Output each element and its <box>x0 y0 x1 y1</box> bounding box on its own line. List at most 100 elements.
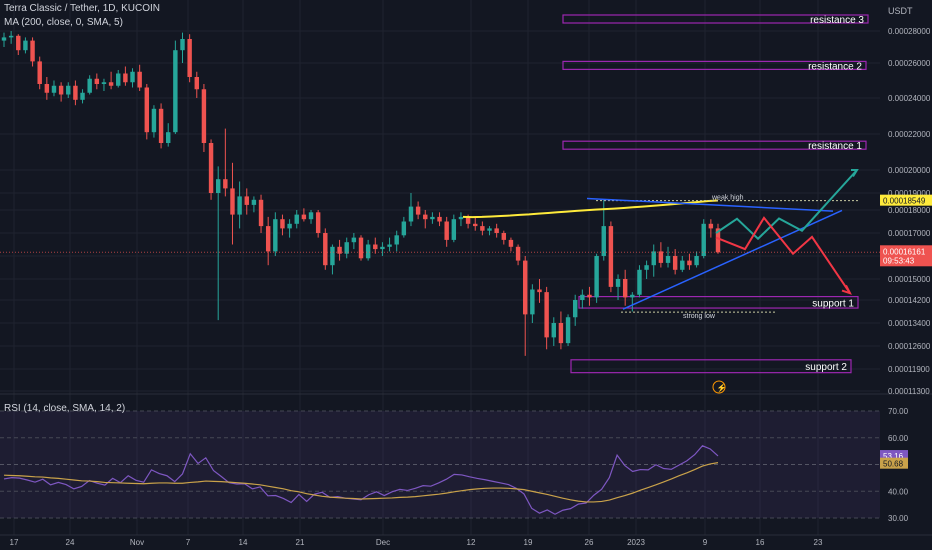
level-box[interactable] <box>562 60 867 71</box>
candle-body[interactable] <box>137 71 142 88</box>
candle-body[interactable] <box>23 40 28 51</box>
candle-body[interactable] <box>315 212 321 233</box>
candle-body[interactable] <box>380 246 385 250</box>
candle-body[interactable] <box>237 196 242 215</box>
candle-body[interactable] <box>351 237 357 243</box>
candle-body[interactable] <box>465 216 471 224</box>
candle-body[interactable] <box>123 73 128 83</box>
candle-body[interactable] <box>537 289 542 293</box>
candle-body[interactable] <box>358 237 364 259</box>
candle-body[interactable] <box>615 279 621 287</box>
level-box[interactable] <box>578 295 859 309</box>
candle-body[interactable] <box>587 294 592 298</box>
candle-body[interactable] <box>558 323 564 344</box>
candle-body[interactable] <box>294 214 299 224</box>
candle-body[interactable] <box>365 244 371 259</box>
candle-body[interactable] <box>480 226 485 231</box>
level-box[interactable] <box>562 14 869 24</box>
candle-body[interactable] <box>637 269 642 295</box>
candle-body[interactable] <box>8 35 14 38</box>
candle-body[interactable] <box>715 228 721 253</box>
candle-body[interactable] <box>501 233 507 240</box>
candle-body[interactable] <box>44 84 50 93</box>
candle-body[interactable] <box>230 188 235 215</box>
candle-body[interactable] <box>180 39 185 51</box>
candle-body[interactable] <box>630 294 635 298</box>
candle-body[interactable] <box>308 212 314 220</box>
candle-body[interactable] <box>401 221 407 236</box>
candle-body[interactable] <box>430 216 435 220</box>
candle-body[interactable] <box>173 50 178 133</box>
candle-body[interactable] <box>166 132 171 143</box>
candle-body[interactable] <box>622 279 628 298</box>
candle-body[interactable] <box>444 221 449 240</box>
level-box[interactable] <box>562 140 867 150</box>
candle-body[interactable] <box>37 61 42 84</box>
candle-body[interactable] <box>508 239 514 247</box>
candle-body[interactable] <box>580 294 585 300</box>
candle-body[interactable] <box>651 251 656 266</box>
candle-body[interactable] <box>487 228 492 231</box>
candle-body[interactable] <box>258 199 264 227</box>
candle-body[interactable] <box>551 323 556 338</box>
candle-body[interactable] <box>515 246 521 261</box>
candle-body[interactable] <box>572 300 578 318</box>
candle-body[interactable] <box>437 216 442 222</box>
candle-body[interactable] <box>51 85 57 93</box>
candle-body[interactable] <box>451 219 457 240</box>
candle-body[interactable] <box>387 244 392 247</box>
candle-body[interactable] <box>108 82 114 86</box>
candle-body[interactable] <box>301 214 307 220</box>
candle-body[interactable] <box>273 219 278 252</box>
candle-body[interactable] <box>601 226 606 256</box>
candle-body[interactable] <box>523 260 528 315</box>
candle-body[interactable] <box>187 39 192 77</box>
candle-body[interactable] <box>708 223 714 229</box>
candle-body[interactable] <box>687 260 692 266</box>
candle-body[interactable] <box>287 223 292 229</box>
candle-body[interactable] <box>158 108 164 143</box>
candle-body[interactable] <box>73 85 78 100</box>
candle-body[interactable] <box>80 92 85 100</box>
candle-body[interactable] <box>251 199 257 205</box>
candle-body[interactable] <box>473 223 478 227</box>
candle-body[interactable] <box>223 179 228 189</box>
candle-body[interactable] <box>658 251 664 263</box>
candle-body[interactable] <box>423 214 428 220</box>
candle-body[interactable] <box>101 82 107 84</box>
currency-unit[interactable]: USDT <box>888 6 913 16</box>
candle-body[interactable] <box>594 256 599 298</box>
candle-body[interactable] <box>644 265 649 270</box>
candle-body[interactable] <box>208 143 214 193</box>
candle-body[interactable] <box>194 77 199 90</box>
candle-body[interactable] <box>494 228 499 233</box>
candle-body[interactable] <box>330 246 335 266</box>
candle-body[interactable] <box>337 246 342 254</box>
candle-body[interactable] <box>701 223 706 256</box>
candle-body[interactable] <box>116 73 121 86</box>
candle-body[interactable] <box>323 233 328 266</box>
candles[interactable] <box>1 31 721 356</box>
candle-body[interactable] <box>201 89 207 143</box>
upper-trendline[interactable] <box>586 197 834 212</box>
candle-body[interactable] <box>694 256 699 266</box>
candle-body[interactable] <box>151 108 157 133</box>
candle-body[interactable] <box>415 206 421 215</box>
candle-body[interactable] <box>608 226 614 287</box>
symbol-title[interactable]: Terra Classic / Tether, 1D, KUCOIN <box>4 3 160 14</box>
rsi-legend[interactable]: RSI (14, close, SMA, 14, 2) <box>4 403 126 414</box>
candle-body[interactable] <box>30 40 35 62</box>
candle-body[interactable] <box>344 242 349 254</box>
lightning-icon[interactable] <box>712 380 726 394</box>
candle-body[interactable] <box>373 244 378 250</box>
candle-body[interactable] <box>565 317 571 344</box>
candle-body[interactable] <box>680 260 685 270</box>
rsi-pane[interactable] <box>0 410 880 519</box>
rsi-line[interactable] <box>3 445 719 515</box>
candle-body[interactable] <box>94 78 100 84</box>
candle-body[interactable] <box>672 256 678 270</box>
ma-legend[interactable]: MA (200, close, 0, SMA, 5) <box>4 17 123 28</box>
candle-body[interactable] <box>265 226 271 252</box>
candle-body[interactable] <box>394 235 399 245</box>
